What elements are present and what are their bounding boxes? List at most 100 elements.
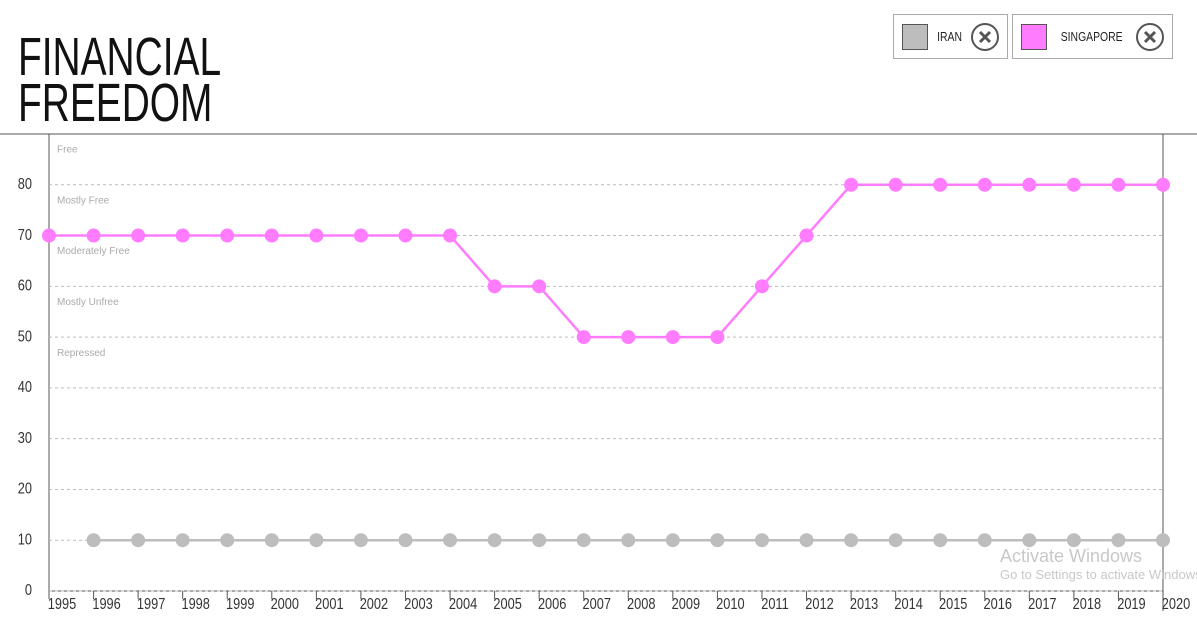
data-point <box>1111 177 1126 192</box>
data-point <box>1156 177 1170 192</box>
data-point <box>264 533 279 548</box>
legend-item: SINGAPORE <box>1011 14 1173 59</box>
remove-button[interactable] <box>1136 22 1164 51</box>
band-label: Mostly Free <box>57 195 110 206</box>
band-label: Repressed <box>57 348 105 359</box>
watermark-subtitle: Go to Settings to activate Windows. <box>1000 567 1197 582</box>
data-point <box>487 279 502 294</box>
data-point <box>309 228 324 243</box>
data-point <box>220 228 235 243</box>
data-point <box>799 228 814 243</box>
data-point <box>398 228 413 243</box>
data-point <box>131 228 146 243</box>
data-point <box>576 533 591 548</box>
legend-label: IRAN <box>936 29 962 44</box>
x-tick-label: 2019 <box>1117 596 1145 614</box>
data-point <box>799 533 814 548</box>
y-tick-label: 70 <box>18 227 32 245</box>
data-point <box>754 533 769 548</box>
data-point <box>353 228 368 243</box>
data-point <box>131 533 146 548</box>
x-tick-label: 2013 <box>850 596 878 614</box>
legend-item: IRAN <box>892 14 1008 59</box>
legend-swatch <box>1020 23 1047 50</box>
x-tick-label: 2003 <box>404 596 432 614</box>
x-tick-label: 2007 <box>583 596 611 614</box>
x-tick-label: 2014 <box>894 596 922 614</box>
data-point <box>1066 533 1081 548</box>
remove-button[interactable] <box>970 22 999 51</box>
data-point <box>977 533 992 548</box>
watermark-title: Activate Windows <box>1000 546 1143 566</box>
data-point <box>42 228 56 243</box>
y-tick-label: 30 <box>18 430 32 448</box>
x-tick-label: 2015 <box>939 596 967 614</box>
y-tick-label: 0 <box>25 582 32 600</box>
y-tick-label: 60 <box>18 277 32 295</box>
x-tick-label: 2011 <box>761 596 788 614</box>
series-line <box>49 183 1163 339</box>
data-point <box>487 533 502 548</box>
title-line: FREEDOM <box>18 73 213 133</box>
data-point <box>532 533 547 548</box>
data-point <box>621 533 636 548</box>
x-tick-label: 2000 <box>271 596 299 614</box>
data-point <box>353 533 368 548</box>
x-tick-label: 2005 <box>493 596 521 614</box>
x-tick-label: 2010 <box>716 596 744 614</box>
data-point <box>844 177 859 192</box>
legend: IRAN SINGAPORE <box>892 14 1173 59</box>
x-tick-label: 2006 <box>538 596 566 614</box>
x-tick-label: 2002 <box>360 596 388 614</box>
title-line: FINANCIAL <box>18 27 222 87</box>
legend-label: SINGAPORE <box>1060 29 1123 44</box>
band-label: Free <box>57 145 78 156</box>
x-tick-label: 2017 <box>1028 596 1056 614</box>
data-point <box>888 533 903 548</box>
y-tick-label: 20 <box>18 480 32 498</box>
data-point <box>933 533 948 548</box>
data-point <box>443 533 458 548</box>
band-label: Mostly Unfree <box>57 297 119 308</box>
x-tick-label: 1996 <box>92 596 120 614</box>
data-point <box>175 228 190 243</box>
data-point <box>710 533 725 548</box>
y-tick-label: 10 <box>18 531 32 549</box>
data-point <box>1022 533 1037 548</box>
data-point <box>977 177 992 192</box>
x-tick-label: 2001 <box>315 596 343 614</box>
y-tick-label: 40 <box>18 379 32 397</box>
data-point <box>665 330 680 345</box>
close-icon <box>1143 30 1157 43</box>
x-tick-label: 2012 <box>805 596 833 614</box>
x-tick-label: 2004 <box>449 596 477 614</box>
x-tick-label: 2008 <box>627 596 655 614</box>
close-icon <box>978 30 991 43</box>
data-point <box>1022 177 1037 192</box>
data-point <box>844 533 859 548</box>
data-point <box>398 533 413 548</box>
x-tick-label: 2020 <box>1162 596 1190 614</box>
x-tick-label: 2018 <box>1073 596 1101 614</box>
data-point <box>86 228 101 243</box>
data-point <box>86 533 101 548</box>
data-point <box>309 533 324 548</box>
x-tick-label: 2009 <box>672 596 700 614</box>
data-point <box>665 533 680 548</box>
x-tick-label: 1998 <box>181 596 209 614</box>
data-point <box>220 533 235 548</box>
data-point <box>754 279 769 294</box>
data-point <box>175 533 190 548</box>
watermark: Activate Windows Go to Settings to activ… <box>1000 546 1197 582</box>
chart-title: FINANCIAL FREEDOM <box>18 27 222 133</box>
band-label: Moderately Free <box>57 246 130 257</box>
x-tick-label: 2016 <box>984 596 1012 614</box>
data-point <box>621 330 636 345</box>
y-tick-label: 80 <box>18 176 32 194</box>
data-point <box>1156 533 1170 548</box>
data-point <box>576 330 591 345</box>
data-point <box>264 228 279 243</box>
x-tick-label: 1999 <box>226 596 254 614</box>
